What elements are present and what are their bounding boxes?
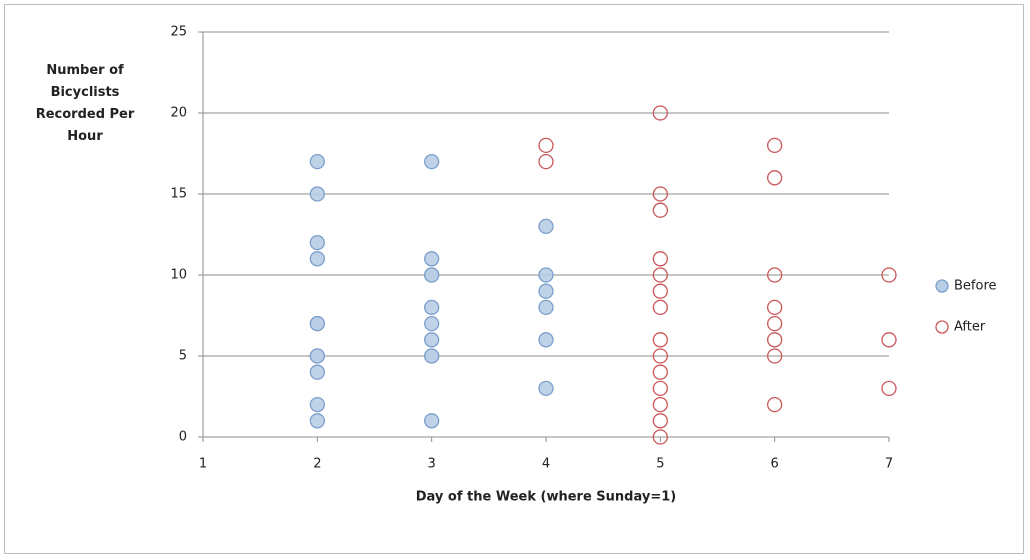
- legend-marker: [935, 279, 949, 293]
- point: [538, 153, 554, 170]
- point: [538, 283, 554, 299]
- legend-label: After: [954, 320, 986, 335]
- point: [309, 315, 325, 332]
- point: [767, 315, 783, 332]
- x-tick-label: 4: [542, 457, 550, 472]
- y-tick-label: 5: [179, 349, 187, 364]
- point: [538, 380, 554, 397]
- chart-frame: [4, 4, 1024, 554]
- point: [424, 267, 440, 283]
- point: [309, 364, 325, 380]
- y-tick-label: 0: [179, 430, 187, 445]
- y-tick-label: 25: [170, 25, 187, 40]
- point: [652, 396, 668, 413]
- point: [424, 315, 440, 332]
- x-tick-label: 5: [656, 457, 664, 472]
- point: [767, 299, 783, 316]
- point: [652, 105, 668, 121]
- point: [309, 348, 325, 364]
- x-tick-label: 2: [313, 457, 321, 472]
- legend-marker: [935, 320, 949, 334]
- y-axis-label: Number of Bicyclists Recorded Per Hour: [35, 63, 135, 144]
- point: [309, 251, 325, 267]
- x-tick-label: 3: [428, 457, 436, 472]
- point: [652, 283, 668, 299]
- point: [652, 202, 668, 218]
- x-tick-label: 7: [885, 457, 893, 472]
- x-tick-label: 6: [771, 457, 779, 472]
- point: [309, 234, 325, 251]
- y-tick-label: 15: [170, 187, 187, 202]
- point: [538, 299, 554, 316]
- point: [767, 170, 783, 186]
- point: [767, 348, 783, 364]
- point: [424, 348, 440, 364]
- point: [309, 396, 325, 413]
- point: [424, 153, 440, 170]
- point: [309, 153, 325, 170]
- point: [652, 413, 668, 429]
- x-tick-label: 1: [199, 457, 207, 472]
- point: [424, 251, 440, 267]
- point: [652, 267, 668, 283]
- point: [652, 251, 668, 267]
- point: [309, 186, 325, 202]
- point: [881, 380, 897, 397]
- point: [767, 267, 783, 283]
- point: [652, 332, 668, 348]
- y-tick-label: 20: [170, 106, 187, 121]
- point: [652, 380, 668, 397]
- point: [767, 332, 783, 348]
- point: [767, 396, 783, 413]
- point: [309, 413, 325, 429]
- point: [881, 332, 897, 348]
- point: [881, 267, 897, 283]
- point: [538, 267, 554, 283]
- point: [424, 299, 440, 316]
- point: [424, 332, 440, 348]
- point: [652, 364, 668, 380]
- legend-label: Before: [954, 279, 997, 294]
- point: [767, 137, 783, 154]
- point: [652, 186, 668, 202]
- point: [652, 348, 668, 364]
- y-tick-label: 10: [170, 268, 187, 283]
- point: [652, 299, 668, 316]
- point: [538, 218, 554, 235]
- point: [538, 332, 554, 348]
- x-axis-label: Day of the Week (where Sunday=1): [416, 490, 676, 505]
- point: [424, 413, 440, 429]
- point: [538, 137, 554, 154]
- point: [652, 429, 668, 445]
